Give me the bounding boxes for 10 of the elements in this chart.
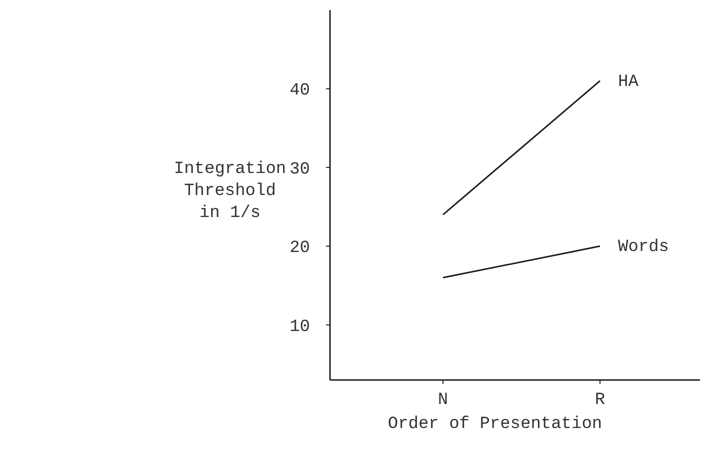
x-tick-label: N bbox=[438, 391, 448, 410]
x-tick-label: R bbox=[594, 391, 606, 410]
y-tick-label: 20 bbox=[290, 239, 310, 258]
y-tick-label: 10 bbox=[290, 318, 310, 337]
series-label: HA bbox=[618, 72, 640, 92]
y-tick-label: 40 bbox=[290, 82, 310, 101]
series-label: Words bbox=[618, 238, 670, 258]
x-axis-title: Order of Presentation bbox=[388, 415, 602, 434]
y-axis-title: Integration Threshold in 1/s bbox=[174, 160, 286, 223]
y-tick-label: 30 bbox=[290, 160, 310, 180]
